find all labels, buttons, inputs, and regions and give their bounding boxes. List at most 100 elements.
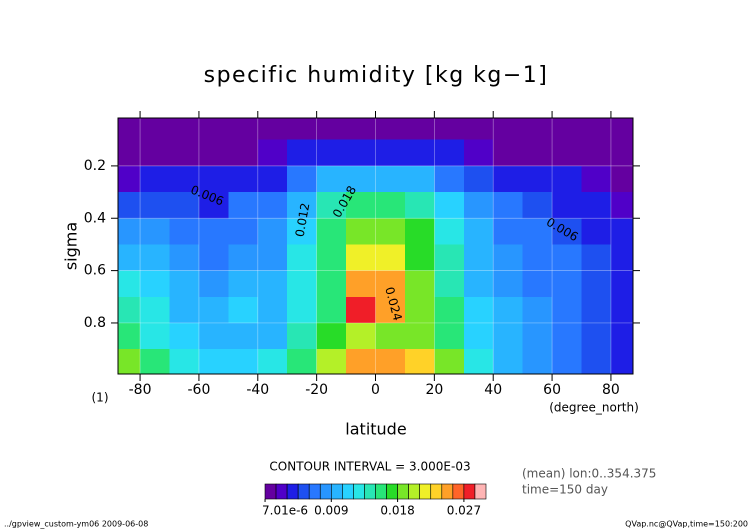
contour-cell: [463, 192, 494, 219]
contour-cell: [522, 244, 553, 272]
contour-cell: [118, 296, 141, 324]
contour-cell: [228, 218, 259, 246]
contour-cell: [375, 244, 406, 272]
contour-cell: [610, 165, 634, 193]
contour-cell: [552, 192, 583, 219]
contour-cell: [404, 349, 435, 375]
colorbar-box: [353, 483, 365, 500]
contour-cell: [493, 165, 524, 193]
contour-cell: [375, 349, 406, 375]
contour-cell: [228, 244, 259, 272]
colorbar-box: [452, 483, 465, 500]
contour-cell: [169, 139, 200, 167]
contour-cell: [169, 165, 200, 193]
contour-cell: [316, 192, 347, 219]
contour-cell: [610, 192, 634, 219]
contour-cell: [610, 322, 634, 350]
contour-cell: [346, 139, 377, 167]
contour-cell: [169, 218, 200, 246]
contour-cell: [463, 349, 494, 375]
contour-cell: [118, 244, 141, 272]
contour-cell: [257, 218, 288, 246]
contour-cell: [375, 118, 406, 141]
colorbar-box: [342, 483, 354, 500]
contour-cell: [404, 139, 435, 167]
contour-cell: [316, 118, 347, 141]
contour-cell: [257, 165, 288, 193]
colorbar-box: [463, 483, 476, 500]
x-axis-label: latitude: [345, 420, 406, 439]
contour-cell: [169, 244, 200, 272]
contour-cell: [610, 118, 634, 141]
contour-cell: [257, 139, 288, 167]
contour-cell: [581, 349, 612, 375]
contour-cell: [434, 270, 465, 298]
contour-cell: [228, 322, 259, 350]
contour-cell: [375, 165, 406, 193]
contour-cell: [118, 139, 141, 167]
contour-cell: [198, 139, 229, 167]
contour-cell: [434, 349, 465, 375]
colorbar-box: [441, 483, 454, 500]
contour-cell: [463, 218, 494, 246]
colorbar-title: CONTOUR INTERVAL = 3.000E-03: [269, 460, 470, 474]
footer-right: QVap.nc@QVap,time=150:200: [625, 520, 748, 529]
contour-cell: [316, 349, 347, 375]
x-tick-label: -20: [305, 382, 328, 398]
note: (mean) lon:0..354.375: [522, 467, 656, 481]
contour-cell: [140, 139, 171, 167]
contour-cell: [316, 165, 347, 193]
contour-cell: [581, 296, 612, 324]
contour-label: 0.012: [293, 202, 313, 238]
contour-cell: [434, 322, 465, 350]
contour-cell: [552, 296, 583, 324]
colorbar-box: [275, 483, 288, 500]
contour-cell: [118, 118, 141, 141]
colorbar-tick-label: 0.009: [314, 504, 348, 518]
colorbar-box: [419, 483, 432, 500]
contour-cell: [522, 192, 553, 219]
contour-cell: [552, 244, 583, 272]
contour-cell: [404, 218, 435, 246]
colorbar-tick-label: 0.027: [447, 504, 481, 518]
y-tick-label: 0.2: [84, 158, 106, 174]
contour-cell: [522, 139, 553, 167]
contour-cell: [346, 218, 377, 246]
contour-cell: [346, 296, 377, 324]
contour-cell: [140, 244, 171, 272]
contour-cell: [404, 270, 435, 298]
contour-cell: [581, 165, 612, 193]
contour-cell: [463, 322, 494, 350]
colorbar-tick-label: 7.01e-6: [262, 504, 308, 518]
contour-cell: [375, 218, 406, 246]
colorbar-box: [408, 483, 420, 500]
contour-cell: [198, 296, 229, 324]
contour-cell: [552, 218, 583, 246]
contour-cell: [118, 218, 141, 246]
colorbar-box: [286, 483, 299, 500]
contour-cell: [463, 296, 494, 324]
contour-cell: [169, 349, 200, 375]
contour-cell: [434, 296, 465, 324]
contour-cell: [463, 139, 494, 167]
y-axis-label: sigma: [62, 222, 81, 270]
contour-cell: [169, 296, 200, 324]
contour-cell: [434, 244, 465, 272]
colorbar-box: [264, 483, 277, 500]
contour-cell: [316, 218, 347, 246]
contour-cell: [404, 296, 435, 324]
contour-cell: [552, 118, 583, 141]
contour-cell: [610, 349, 634, 375]
contour-cell: [287, 322, 318, 350]
contour-cell: [257, 322, 288, 350]
contour-cell: [346, 244, 377, 272]
contour-cell: [257, 349, 288, 375]
contour-cell: [493, 218, 524, 246]
colorbar-box: [474, 483, 487, 500]
contour-cell: [463, 118, 494, 141]
contour-cell: [169, 192, 200, 219]
contour-cell: [198, 192, 229, 219]
contour-cell: [140, 218, 171, 246]
contour-cell: [118, 270, 141, 298]
contour-cell: [552, 270, 583, 298]
